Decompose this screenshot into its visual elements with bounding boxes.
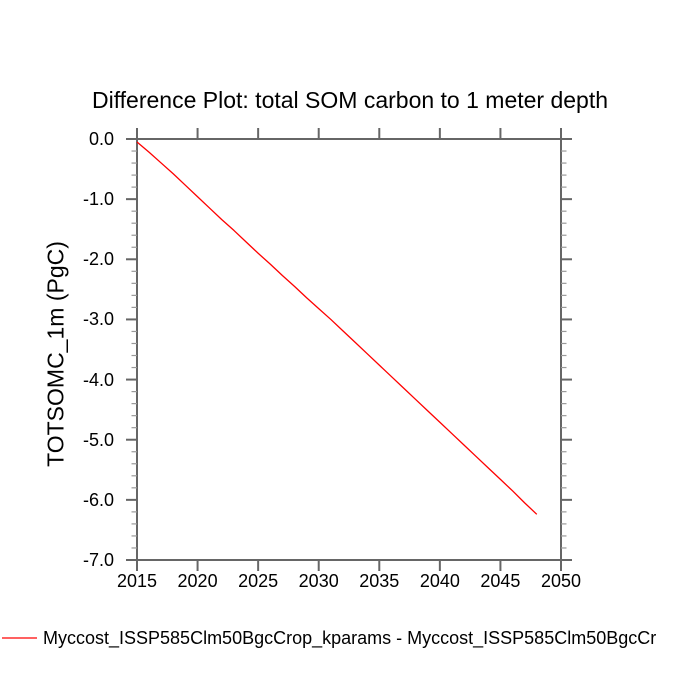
legend-line-sample	[2, 637, 37, 639]
y-tick-label--6.0: -6.0	[82, 489, 114, 510]
y-tick-label--3.0: -3.0	[82, 309, 114, 330]
y-tick-label--7.0: -7.0	[82, 550, 114, 570]
difference-line	[136, 141, 538, 515]
y-tick-label--1.0: -1.0	[82, 189, 114, 210]
x-tick-label-2020: 2020	[177, 571, 218, 591]
x-tick-label-2030: 2030	[298, 571, 339, 591]
legend: Myccost_ISSP585Clm50BgcCrop_kparams - My…	[0, 626, 700, 652]
x-tick-label-2040: 2040	[419, 571, 460, 591]
y-tick-label-0.0: 0.0	[88, 129, 114, 149]
x-tick-label-2035: 2035	[359, 571, 400, 591]
y-tick-label--5.0: -5.0	[82, 429, 114, 450]
axes-frame	[136, 138, 562, 561]
x-tick-label-2015: 2015	[116, 571, 158, 591]
chart-title: Difference Plot: total SOM carbon to 1 m…	[91, 87, 609, 113]
legend-label: Myccost_ISSP585Clm50BgcCrop_kparams - My…	[43, 628, 657, 648]
y-tick-label--4.0: -4.0	[82, 369, 114, 390]
y-tick-label--2.0: -2.0	[82, 249, 114, 270]
x-tick-label-2050: 2050	[540, 571, 582, 591]
x-tick-label-2025: 2025	[238, 571, 279, 591]
x-tick-label-2045: 2045	[480, 571, 521, 591]
